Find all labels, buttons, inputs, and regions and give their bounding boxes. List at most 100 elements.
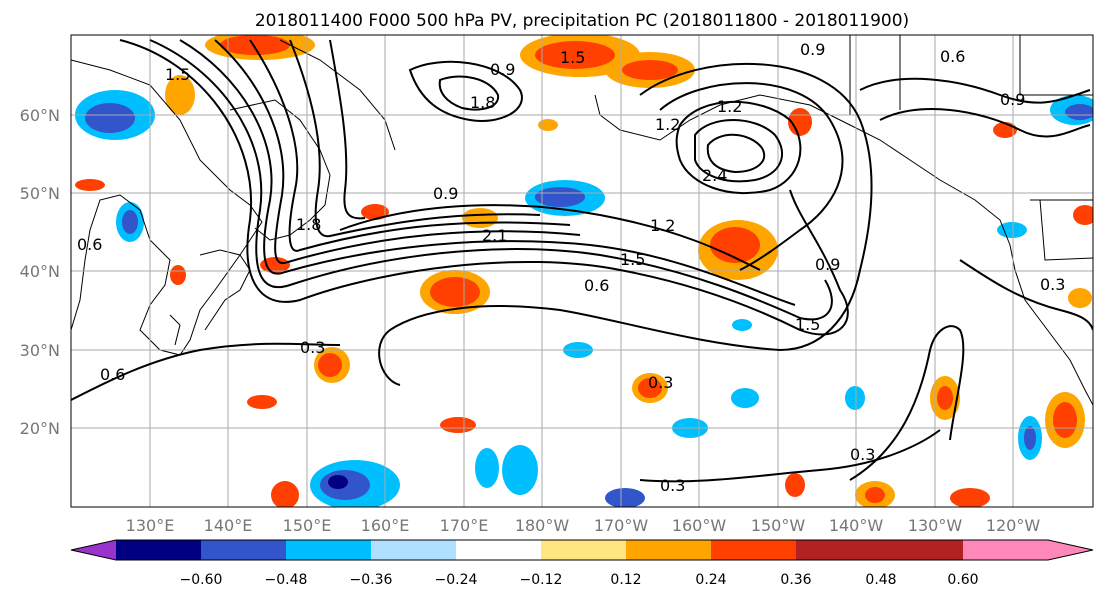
precip-blob (605, 488, 645, 507)
contour-label: 1.2 (655, 115, 680, 134)
precip-blob (122, 210, 138, 234)
colorbar-tick-label: 0.60 (947, 572, 978, 588)
contour-label: 1.5 (560, 48, 585, 67)
precip-blob (502, 445, 538, 495)
precip-blob (475, 448, 499, 488)
colorbar-ticks: −0.60 −0.48 −0.36 −0.24 −0.12 0.12 0.24 … (180, 572, 979, 588)
colorbar-segment (541, 540, 626, 560)
contour-label: 0.3 (648, 373, 673, 392)
precip-blob (622, 60, 678, 80)
lon-label: 150°E (283, 516, 332, 535)
colorbar-tick-label: −0.12 (520, 572, 563, 588)
lon-label: 130°E (126, 516, 175, 535)
lon-label: 120°W (986, 516, 1041, 535)
contour-label: 0.9 (1000, 90, 1025, 109)
colorbar-segment (116, 540, 201, 560)
lon-label: 130°W (908, 516, 963, 535)
colorbar-tick-label: 0.24 (695, 572, 726, 588)
contour-label: 0.9 (815, 255, 840, 274)
precip-blob (440, 417, 476, 433)
colorbar-segment (963, 540, 1093, 560)
lat-label: 40°N (20, 262, 60, 281)
contour-label: 0.6 (940, 47, 965, 66)
colorbar-segment-extra (881, 540, 963, 560)
contour-label: 0.9 (433, 184, 458, 203)
contour-label: 2.1 (482, 226, 507, 245)
colorbar-segment (71, 540, 116, 560)
contour-label: 1.2 (717, 97, 742, 116)
precip-blob (950, 488, 990, 507)
lat-labels: 60°N 50°N 40°N 30°N 20°N (20, 106, 60, 438)
contour-label: 0.9 (800, 40, 825, 59)
precip-blob (937, 386, 953, 410)
precip-blob (328, 475, 348, 489)
graticule (71, 35, 1093, 507)
colorbar-segment (286, 540, 371, 560)
precip-blob (865, 487, 885, 503)
contour-label: 1.2 (650, 216, 675, 235)
contour-labels: 0.3 0.6 0.9 1.2 1.5 1.8 2.1 2.4 0.9 1.5 … (77, 40, 1065, 495)
precip-blob (247, 395, 277, 409)
contour-label: 1.8 (470, 93, 495, 112)
contour-label: 0.3 (850, 445, 875, 464)
lon-label: 180°W (515, 516, 570, 535)
precip-blob (361, 204, 389, 220)
pv-contours (71, 39, 1093, 483)
lat-label: 20°N (20, 419, 60, 438)
colorbar-tick-label: −0.48 (265, 572, 308, 588)
figure-title: 2018011400 F000 500 hPa PV, precipitatio… (255, 11, 909, 31)
colorbar-segment (626, 540, 711, 560)
colorbar-tick-label: 0.48 (865, 572, 896, 588)
contour-label: 0.6 (77, 235, 102, 254)
contour-label: 0.6 (584, 276, 609, 295)
precip-blob (538, 119, 558, 131)
precip-blob (1065, 104, 1093, 120)
lon-labels: 130°E 140°E 150°E 160°E 170°E 180°W 170°… (126, 516, 1041, 535)
contour-label: 0.3 (660, 476, 685, 495)
colorbar-segment (456, 540, 541, 560)
colorbar-tick-label: −0.24 (435, 572, 478, 588)
precip-blob (731, 388, 759, 408)
lat-label: 60°N (20, 106, 60, 125)
lat-label: 30°N (20, 341, 60, 360)
colorbar-segment (796, 540, 881, 560)
precip-blob (220, 35, 290, 55)
colorbar-tick-label: −0.36 (350, 572, 393, 588)
precip-blob (638, 378, 662, 398)
precip-blob (430, 277, 480, 307)
precip-blob (75, 179, 105, 191)
colorbar-segment (201, 540, 286, 560)
contour-label: 1.5 (165, 65, 190, 84)
colorbar-outline (70, 539, 1094, 561)
precip-blob (85, 103, 135, 133)
colorbar-segment (371, 540, 456, 560)
map-panel: 0.3 0.6 0.9 1.2 1.5 1.8 2.1 2.4 0.9 1.5 … (70, 34, 1094, 508)
colorbar-tick-label: 0.36 (780, 572, 811, 588)
contour-label: 1.8 (296, 215, 321, 234)
contour-label: 1.5 (620, 250, 645, 269)
contour-label: 0.3 (1040, 275, 1065, 294)
precip-blob (318, 353, 342, 377)
coastlines (71, 35, 1093, 406)
contour-label: 0.9 (490, 60, 515, 79)
map-frame (70, 34, 1094, 508)
precip-blob (710, 227, 760, 263)
precip-blob (732, 319, 752, 331)
lat-label: 50°N (20, 184, 60, 203)
precip-blob (997, 222, 1027, 238)
precip-blob (785, 473, 805, 497)
precip-blob (165, 75, 195, 115)
colorbar-tick-label: −0.60 (180, 572, 223, 588)
colorbar-segment (711, 540, 796, 560)
precip-blob (1068, 288, 1092, 308)
lon-label: 160°W (672, 516, 727, 535)
precip-blob (170, 265, 186, 285)
precip-blob (1053, 402, 1077, 438)
precip-blob (845, 386, 865, 410)
colorbar-tick-label: 0.12 (610, 572, 641, 588)
precip-blob (1073, 205, 1093, 225)
contour-label: 0.3 (300, 338, 325, 357)
contour-label: 0.6 (100, 365, 125, 384)
lon-label: 140°E (204, 516, 253, 535)
precip-blob (535, 187, 585, 207)
